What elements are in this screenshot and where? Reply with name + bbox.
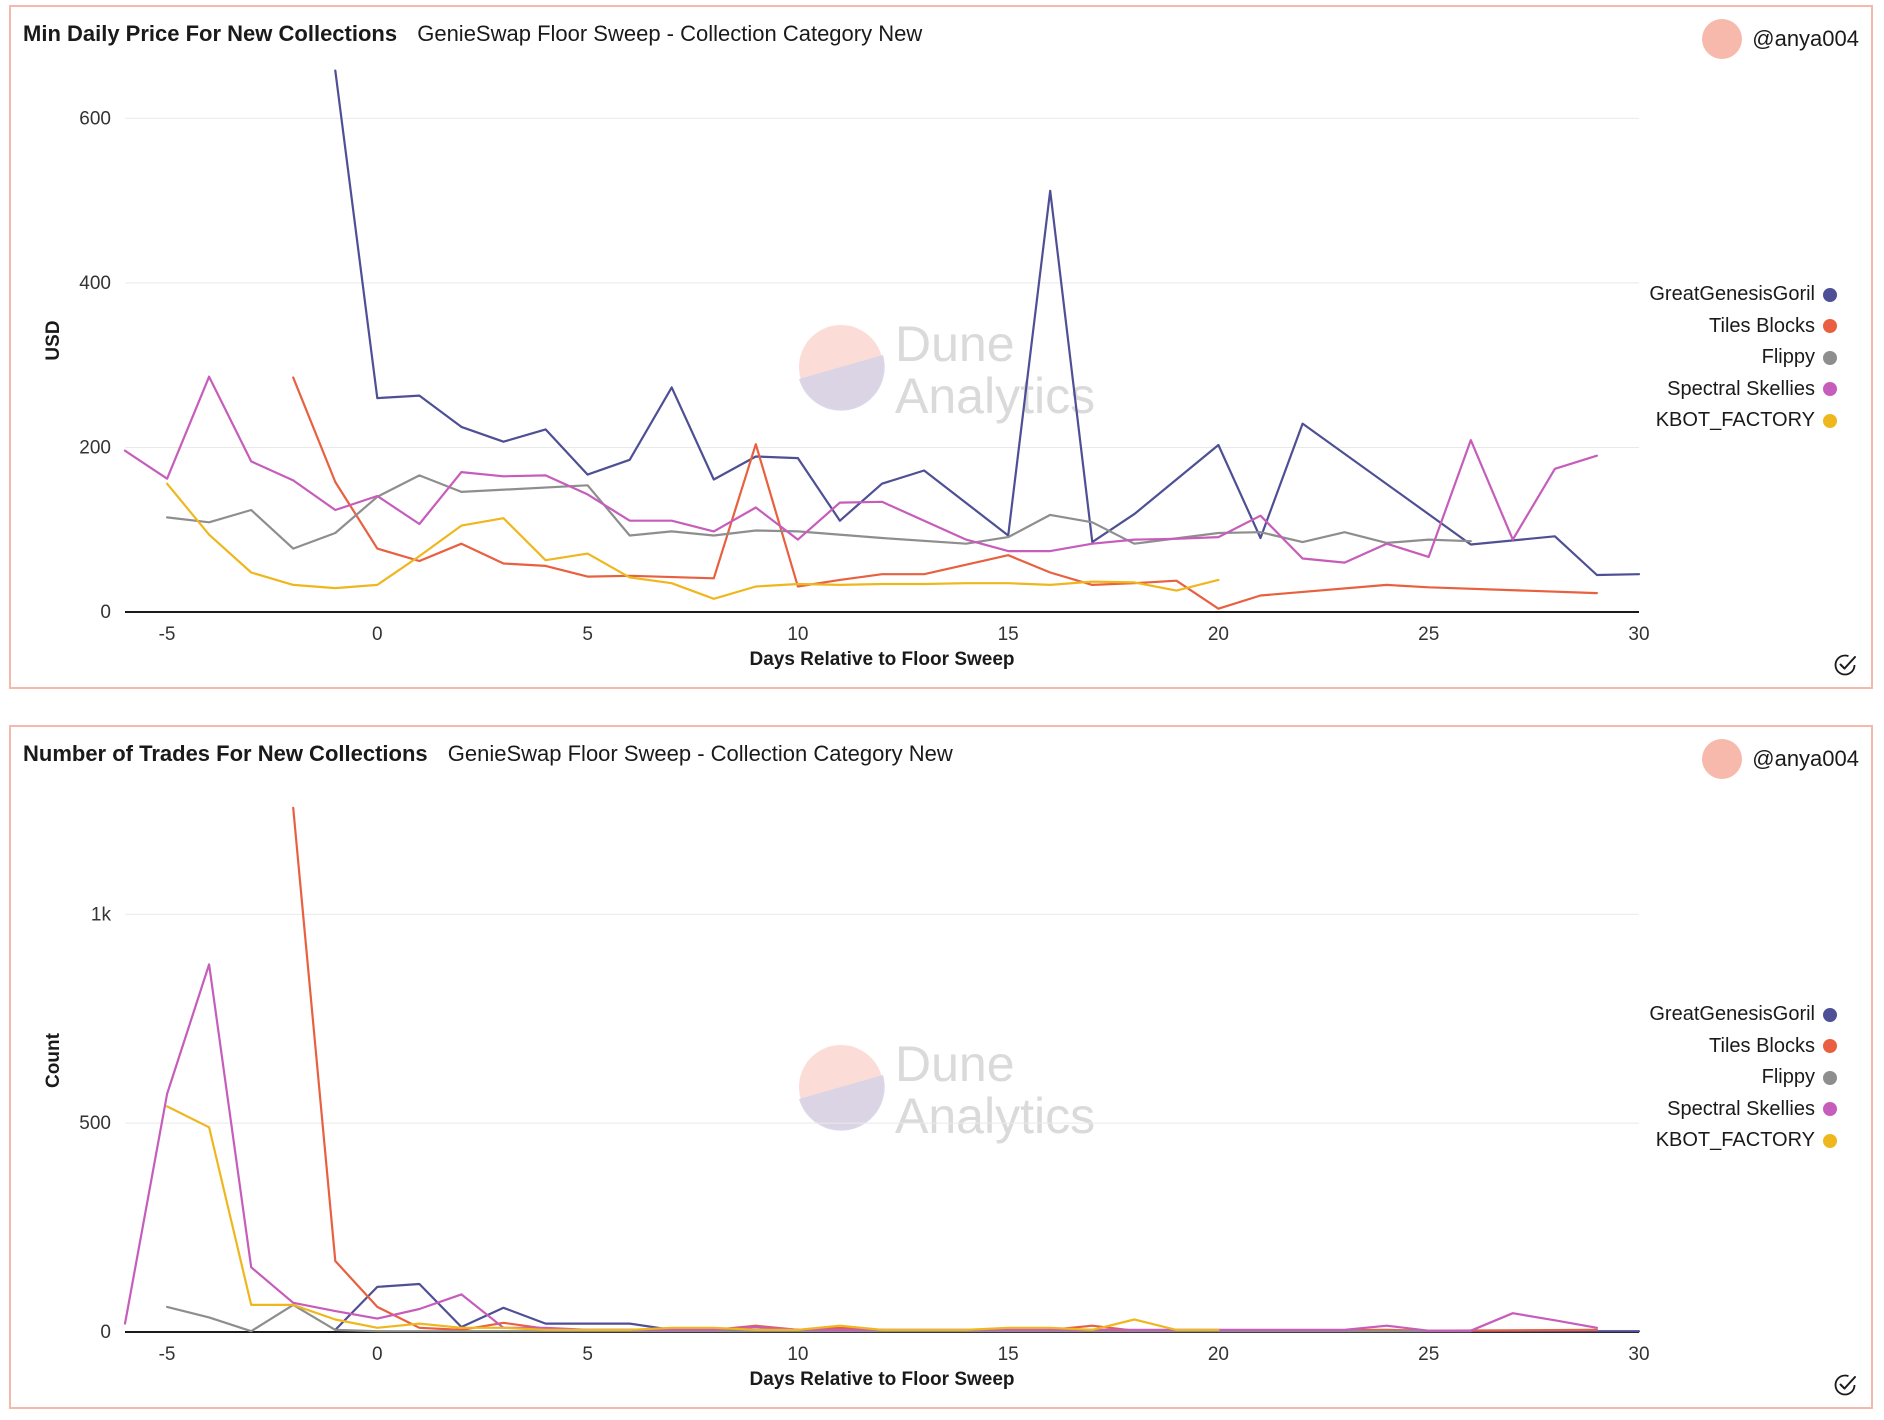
legend-label: Tiles Blocks <box>1709 314 1815 337</box>
x-tick-label: 30 <box>1628 624 1649 645</box>
legend-dot <box>1823 1102 1837 1117</box>
y-axis-title: USD <box>43 320 64 360</box>
x-tick-label: 5 <box>582 1344 593 1365</box>
x-tick-label: 15 <box>998 1344 1019 1365</box>
legend-dot <box>1823 350 1837 365</box>
check-circle-icon[interactable] <box>1833 651 1859 677</box>
watermark-text: Dune <box>895 316 1015 372</box>
legend-dot <box>1823 319 1837 334</box>
x-tick-label: 15 <box>998 624 1019 645</box>
legend-item-tiles-blocks[interactable]: Tiles Blocks <box>1649 1031 1837 1063</box>
panel-header: Number of Trades For New Collections Gen… <box>23 741 953 767</box>
y-tick-label: 400 <box>79 273 111 294</box>
legend-item-greatgenesisgoril[interactable]: GreatGenesisGoril <box>1649 999 1837 1031</box>
author-name[interactable]: @anya004 <box>1752 746 1859 771</box>
y-tick-label: 200 <box>79 437 111 458</box>
chart-panel-trades: Number of Trades For New Collections Gen… <box>9 725 1873 1409</box>
legend-label: Flippy <box>1761 346 1815 368</box>
x-tick-label: 0 <box>372 1344 383 1365</box>
author-badge[interactable]: @anya004 <box>1702 739 1859 779</box>
x-tick-label: 5 <box>582 624 593 645</box>
series-line-flippy <box>166 1303 1472 1333</box>
legend-item-flippy[interactable]: Flippy <box>1649 1062 1837 1094</box>
chart-legend: GreatGenesisGoril Tiles Blocks Flippy Sp… <box>1649 279 1837 437</box>
legend-dot <box>1823 1007 1837 1022</box>
watermark-logo-segment <box>799 1075 885 1131</box>
watermark-logo-segment <box>799 355 885 411</box>
author-name[interactable]: @anya004 <box>1752 26 1859 51</box>
y-axis-title: Count <box>43 1032 64 1088</box>
x-tick-label: 0 <box>372 624 383 645</box>
series-line-spectral-skellies <box>123 963 1599 1332</box>
watermark-text: Analytics <box>895 368 1095 424</box>
legend-dot <box>1823 1070 1837 1085</box>
legend-item-kbot-factory[interactable]: KBOT_FACTORY <box>1649 405 1837 437</box>
legend-item-flippy[interactable]: Flippy <box>1649 342 1837 374</box>
legend-item-spectral-skellies[interactable]: Spectral Skellies <box>1649 374 1837 406</box>
legend-dot <box>1823 1133 1837 1148</box>
legend-label: Flippy <box>1761 1066 1815 1088</box>
legend-label: KBOT_FACTORY <box>1655 1129 1815 1151</box>
chart-title: Number of Trades For New Collections <box>23 741 428 766</box>
series-line-flippy <box>166 474 1472 550</box>
x-tick-label: -5 <box>159 1344 176 1365</box>
legend-label: KBOT_FACTORY <box>1655 409 1815 431</box>
legend-dot <box>1823 413 1837 428</box>
y-tick-label: 500 <box>79 1113 111 1134</box>
panel-header: Min Daily Price For New Collections Geni… <box>23 21 922 47</box>
legend-label: Spectral Skellies <box>1667 377 1815 400</box>
series-line-kbot-factory <box>166 1105 1220 1332</box>
legend-item-spectral-skellies[interactable]: Spectral Skellies <box>1649 1094 1837 1126</box>
chart-subtitle: GenieSwap Floor Sweep - Collection Categ… <box>417 21 923 46</box>
x-tick-label: 30 <box>1628 1344 1649 1365</box>
check-circle-icon[interactable] <box>1833 1371 1859 1397</box>
chart-panel-price: Min Daily Price For New Collections Geni… <box>9 5 1873 689</box>
chart-title: Min Daily Price For New Collections <box>23 21 398 46</box>
chart-legend: GreatGenesisGoril Tiles Blocks Flippy Sp… <box>1649 999 1837 1157</box>
x-tick-label: 10 <box>787 624 808 645</box>
legend-dot <box>1823 1039 1837 1054</box>
x-tick-label: 20 <box>1208 624 1229 645</box>
legend-label: Tiles Blocks <box>1709 1034 1815 1057</box>
legend-item-tiles-blocks[interactable]: Tiles Blocks <box>1649 311 1837 343</box>
x-axis-title: Days Relative to Floor Sweep <box>749 1369 1014 1390</box>
author-badge[interactable]: @anya004 <box>1702 19 1859 59</box>
series-line-spectral-skellies <box>123 375 1599 564</box>
legend-label: GreatGenesisGoril <box>1649 1003 1815 1025</box>
x-tick-label: 10 <box>787 1344 808 1365</box>
series-line-greatgenesisgoril <box>334 1282 1641 1333</box>
chart-subtitle: GenieSwap Floor Sweep - Collection Categ… <box>447 741 953 766</box>
legend-dot <box>1823 287 1837 302</box>
y-tick-label: 600 <box>79 108 111 129</box>
avatar[interactable] <box>1702 739 1743 779</box>
legend-item-kbot-factory[interactable]: KBOT_FACTORY <box>1649 1125 1837 1157</box>
legend-label: Spectral Skellies <box>1667 1097 1815 1120</box>
series-line-kbot-factory <box>166 482 1220 600</box>
legend-label: GreatGenesisGoril <box>1649 283 1815 305</box>
x-tick-label: 25 <box>1418 1344 1439 1365</box>
legend-item-greatgenesisgoril[interactable]: GreatGenesisGoril <box>1649 279 1837 311</box>
series-line-tiles-blocks <box>292 376 1599 610</box>
x-tick-label: 25 <box>1418 624 1439 645</box>
y-tick-label: 0 <box>100 1322 111 1343</box>
x-axis-title: Days Relative to Floor Sweep <box>749 649 1014 670</box>
x-tick-label: 20 <box>1208 1344 1229 1365</box>
watermark-text: Analytics <box>895 1088 1095 1144</box>
y-tick-label: 0 <box>100 602 111 623</box>
x-tick-label: -5 <box>159 624 176 645</box>
legend-dot <box>1823 382 1837 397</box>
avatar[interactable] <box>1702 19 1743 59</box>
watermark-text: Dune <box>895 1036 1015 1092</box>
y-tick-label: 1k <box>91 904 112 925</box>
